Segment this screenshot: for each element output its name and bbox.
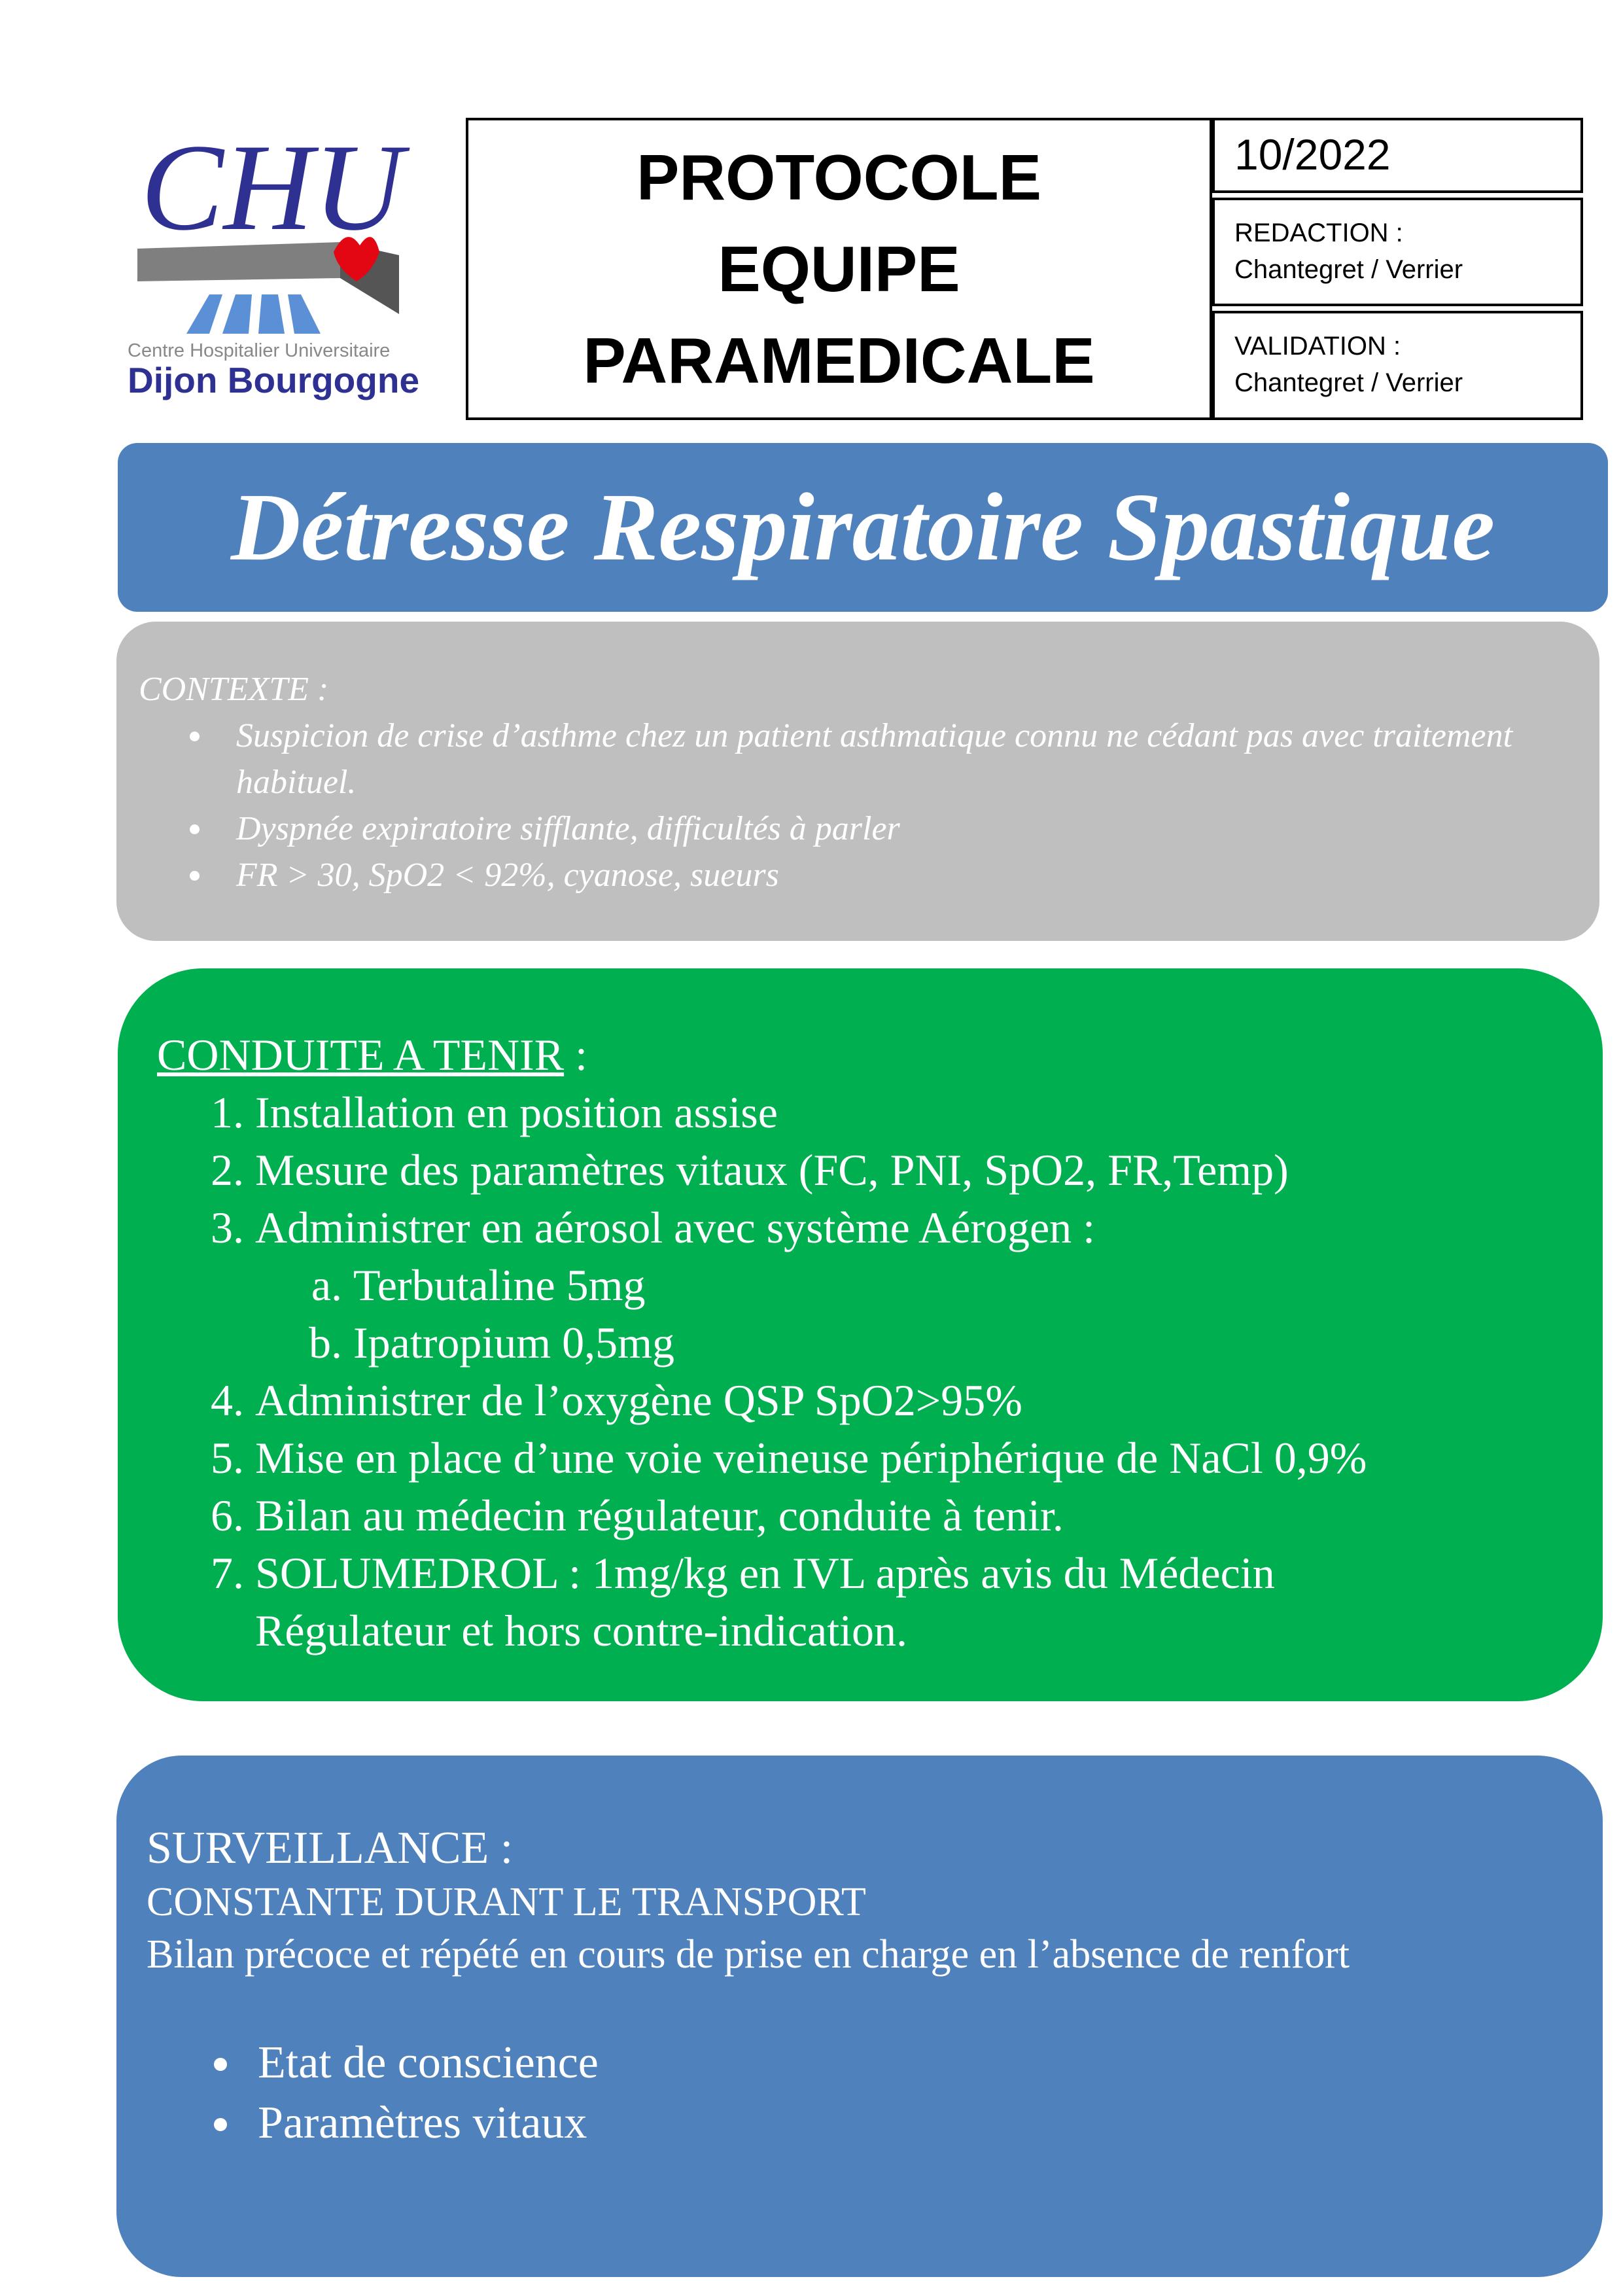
title-line: EQUIPE: [718, 233, 960, 305]
conduite-subitem: Ipatropium 0,5mg: [353, 1314, 1577, 1371]
svg-text:Dijon Bourgogne: Dijon Bourgogne: [128, 360, 419, 400]
date: 10/2022: [1234, 130, 1391, 179]
redaction-value: Chantegret / Verrier: [1234, 255, 1463, 284]
conduite-section: CONDUITE A TENIR : Installation en posit…: [118, 968, 1603, 1701]
chu-logo-image: CHU Centre Hospitalier Universitaire Dij…: [128, 119, 419, 400]
conduite-item: Administrer en aérosol avec système Aéro…: [255, 1199, 1577, 1371]
title-line: PARAMEDICALE: [583, 325, 1095, 397]
protocol-banner-title: Détresse Respiratoire Spastique: [118, 443, 1608, 612]
title-line: PROTOCOLE: [637, 141, 1041, 213]
contexte-item: Suspicion de crise d’asthme chez un pati…: [214, 713, 1573, 805]
conduite-item: SOLUMEDROL : 1mg/kg en IVL après avis du…: [255, 1544, 1577, 1659]
conduite-item: Mesure des paramètres vitaux (FC, PNI, S…: [255, 1141, 1577, 1199]
protocol-title-box: PROTOCOLE EQUIPE PARAMEDICALE: [466, 118, 1212, 420]
svg-text:CHU: CHU: [141, 119, 410, 256]
contexte-section: CONTEXTE : Suspicion de crise d’asthme c…: [116, 622, 1599, 941]
surveillance-section: SURVEILLANCE : CONSTANTE DURANT LE TRANS…: [116, 1756, 1603, 2277]
redaction-label: REDACTION :: [1234, 219, 1403, 247]
conduite-item: Administrer de l’oxygène QSP SpO2>95%: [255, 1371, 1577, 1429]
svg-text:Centre Hospitalier Universitai: Centre Hospitalier Universitaire: [128, 340, 390, 361]
conduite-label-suffix: :: [564, 1030, 587, 1080]
surveillance-label: SURVEILLANCE :: [147, 1823, 514, 1873]
date-cell: 10/2022: [1212, 118, 1583, 193]
contexte-item: FR > 30, SpO2 < 92%, cyanose, sueurs: [214, 852, 1573, 898]
surveillance-item: Paramètres vitaux: [245, 2093, 1577, 2153]
conduite-item: Mise en place d’une voie veineuse périph…: [255, 1429, 1577, 1487]
validation-value: Chantegret / Verrier: [1234, 368, 1463, 397]
surveillance-line: CONSTANTE DURANT LE TRANSPORT: [147, 1880, 866, 1924]
validation-cell: VALIDATION : Chantegret / Verrier: [1212, 311, 1583, 420]
surveillance-item: Etat de conscience: [245, 2033, 1577, 2093]
redaction-cell: REDACTION : Chantegret / Verrier: [1212, 198, 1583, 306]
conduite-item-text: Administrer en aérosol avec système Aéro…: [255, 1203, 1096, 1252]
validation-label: VALIDATION :: [1234, 332, 1401, 361]
contexte-label: CONTEXTE :: [139, 671, 329, 708]
conduite-label: CONDUITE A TENIR: [157, 1030, 565, 1080]
contexte-item: Dyspnée expiratoire sifflante, difficult…: [214, 805, 1573, 852]
chu-logo: CHU Centre Hospitalier Universitaire Dij…: [124, 118, 425, 406]
conduite-subitem: Terbutaline 5mg: [353, 1256, 1577, 1314]
conduite-item: Bilan au médecin régulateur, conduite à …: [255, 1487, 1577, 1544]
conduite-item: Installation en position assise: [255, 1084, 1577, 1141]
surveillance-line: Bilan précoce et répété en cours de pris…: [147, 1932, 1350, 1977]
